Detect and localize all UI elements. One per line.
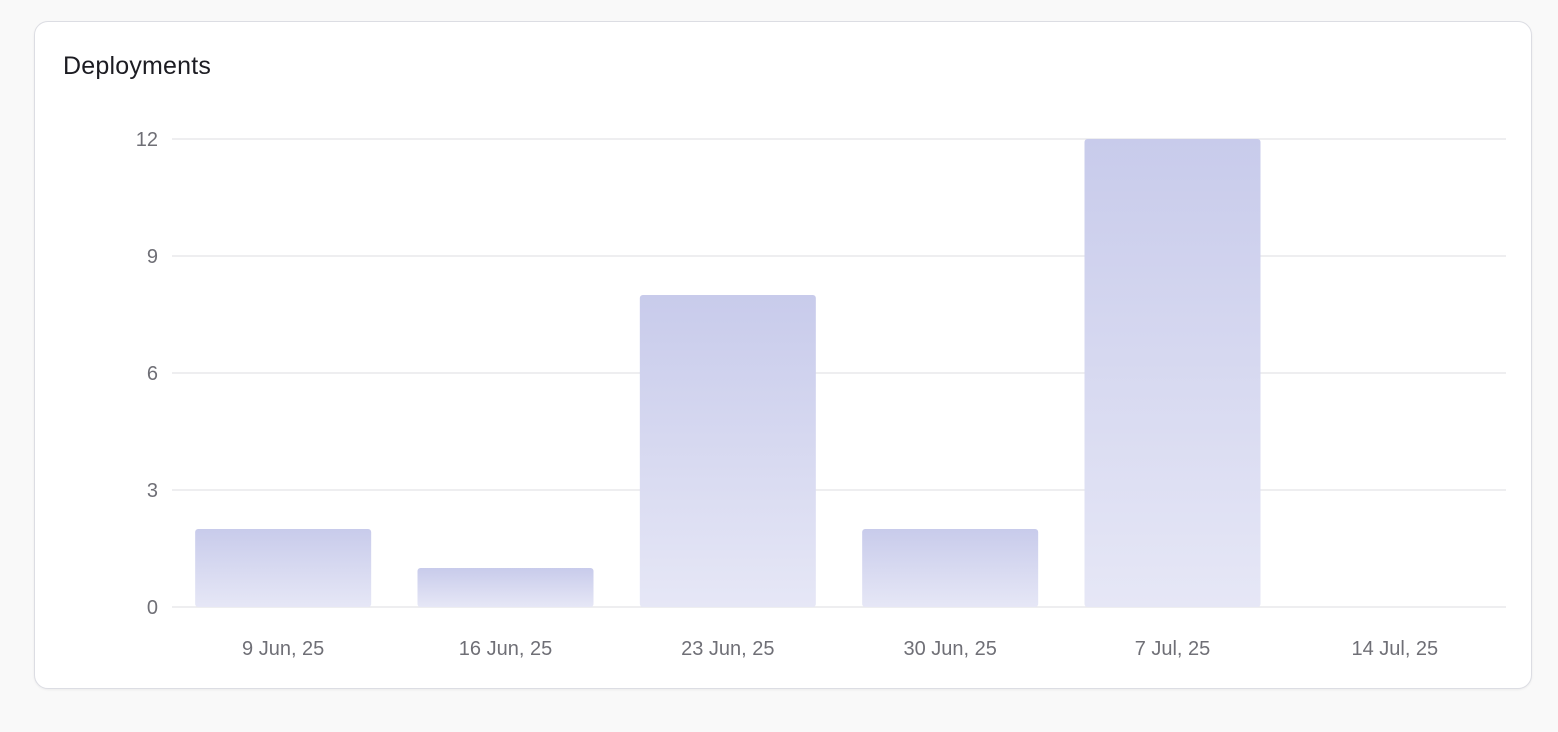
bar-4[interactable] bbox=[862, 529, 1039, 607]
bar-3[interactable] bbox=[639, 295, 816, 607]
y-tick-label: 9 bbox=[147, 246, 158, 268]
x-tick-label: 7 Jul, 25 bbox=[1135, 638, 1211, 660]
y-axis-ticks: 0 3 6 9 12 bbox=[136, 129, 158, 619]
y-tick-label: 6 bbox=[147, 363, 158, 385]
grid-lines bbox=[172, 138, 1506, 608]
x-axis-ticks: 9 Jun, 25 16 Jun, 25 23 Jun, 25 30 Jun, 25 7… bbox=[242, 638, 1438, 660]
x-tick-label: 14 Jul, 25 bbox=[1351, 638, 1438, 660]
chart-title: Deployments bbox=[63, 52, 212, 80]
bar-2[interactable] bbox=[417, 568, 594, 607]
y-tick-label: 12 bbox=[136, 129, 158, 151]
deployments-card: Deployments 0 3 6 9 12 9 Jun, 25 16 Jun, 25 23… bbox=[34, 21, 1532, 689]
x-tick-label: 9 Jun, 25 bbox=[242, 638, 324, 660]
bars bbox=[195, 139, 1261, 607]
bar-5[interactable] bbox=[1084, 139, 1261, 607]
x-tick-label: 30 Jun, 25 bbox=[903, 638, 996, 660]
y-tick-label: 3 bbox=[147, 480, 158, 502]
x-tick-label: 23 Jun, 25 bbox=[681, 638, 774, 660]
bar-1[interactable] bbox=[195, 529, 372, 607]
y-tick-label: 0 bbox=[147, 597, 158, 619]
deployments-bar-chart: 0 3 6 9 12 9 Jun, 25 16 Jun, 25 23 Jun, 25 30 J… bbox=[136, 129, 1506, 660]
x-tick-label: 16 Jun, 25 bbox=[459, 638, 552, 660]
